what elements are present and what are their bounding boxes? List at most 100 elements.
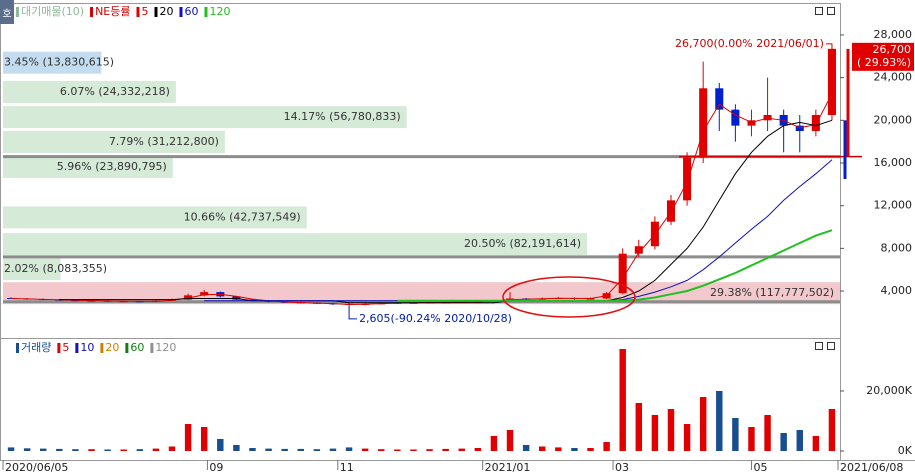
legend-swatch	[75, 343, 79, 353]
moving-average-line	[59, 119, 833, 304]
legend-swatch	[90, 7, 94, 17]
annotation-label: 26,700(0.00% 2021/06/01)	[675, 37, 824, 50]
volume-bar	[522, 445, 530, 451]
volume-bar	[732, 418, 739, 451]
volume-bar	[168, 446, 176, 451]
volume-profile-label: 20.50% (82,191,614)	[464, 237, 581, 250]
volume-profile-label: 7.79% (31,212,800)	[109, 135, 219, 148]
volume-bar	[506, 430, 514, 451]
y-tick-label: 8,000	[881, 241, 913, 254]
candle-body	[763, 114, 772, 121]
candle-body	[634, 246, 643, 254]
candle-body	[683, 157, 692, 201]
legend-label: 60	[130, 341, 144, 354]
volume-bar	[699, 397, 707, 451]
volume-bar	[7, 447, 15, 451]
volume-bar	[474, 448, 482, 451]
volume-bar	[410, 449, 417, 451]
candle-body	[827, 48, 836, 115]
volume-bar	[571, 448, 578, 451]
volume-bar	[587, 448, 594, 451]
highlight-ellipse	[502, 276, 636, 318]
volume-bar	[619, 349, 626, 451]
legend-swatch	[154, 7, 158, 17]
volume-profile-bar	[3, 258, 61, 281]
volume-bar	[828, 409, 836, 451]
candle-body	[618, 253, 627, 294]
volume-bar	[104, 449, 111, 451]
volume-bar	[136, 449, 144, 451]
legend-swatch	[125, 343, 129, 353]
volume-profile-label: 29.38% (117,777,502)	[710, 286, 834, 299]
legend-swatch	[100, 343, 104, 353]
volume-bar	[635, 403, 643, 451]
volume-profile-bar	[3, 206, 307, 229]
volume-bar	[667, 409, 675, 451]
volume-bar	[683, 424, 691, 451]
candle-body	[747, 120, 756, 126]
legend-swatch	[136, 7, 140, 17]
volume-profile-bar	[3, 106, 407, 129]
x-tick-label: 09	[209, 461, 223, 474]
volume-bar	[555, 447, 562, 451]
volume-bar	[297, 448, 304, 451]
volume-profile-bar	[3, 51, 102, 74]
annotation-arrow	[825, 43, 833, 49]
volume-bar	[345, 447, 353, 451]
y-tick-label: 12,000	[874, 199, 913, 212]
x-tick-label: 11	[340, 461, 354, 474]
pane-close-button[interactable]	[827, 7, 835, 15]
candle-body	[715, 88, 724, 110]
volume-profile-label: 3.45% (13,830,615)	[4, 56, 114, 69]
x-tick-label: 05	[753, 461, 767, 474]
volume-bar	[426, 449, 433, 451]
volume-bar	[265, 448, 272, 451]
volume-y-tick-label: 0K	[898, 444, 913, 457]
legend-label: 20	[159, 5, 173, 18]
volume-profile-label: 5.96% (23,890,795)	[57, 160, 167, 173]
annotation-arrow	[348, 305, 358, 320]
volume-bar	[23, 448, 31, 451]
volume-profile-label: 2.02% (8,083,355)	[4, 262, 107, 275]
volume-profile-bar	[3, 233, 588, 256]
toolbar-button[interactable]	[0, 0, 14, 24]
volume-bar	[748, 427, 755, 451]
candle-body	[184, 295, 193, 300]
candle-body	[248, 299, 257, 301]
candle-body	[119, 301, 128, 303]
volume-bar	[361, 448, 369, 451]
volume-y-tick-label: 20,000K	[866, 384, 912, 397]
volume-profile-bar	[3, 80, 176, 103]
volume-bar	[56, 448, 63, 451]
volume-bar	[88, 449, 95, 451]
pane-restore-button[interactable]	[815, 342, 823, 350]
volume-bar	[442, 448, 449, 451]
y-tick-label: 24,000	[874, 71, 913, 84]
volume-bar	[764, 415, 771, 451]
legend-swatch	[16, 343, 19, 353]
volume-bar	[152, 448, 160, 451]
x-tick-label: 03	[615, 461, 629, 474]
volume-profile-label: 10.66% (42,737,549)	[184, 210, 301, 223]
volume-bar	[796, 430, 803, 451]
toolbar-label: 호	[2, 8, 11, 20]
candle-body	[699, 88, 708, 158]
volume-bar	[812, 436, 820, 451]
volume-bar	[490, 436, 498, 451]
volume-bar	[40, 448, 47, 451]
candle-body	[586, 298, 595, 300]
volume-bar	[458, 448, 465, 451]
pane-restore-button[interactable]	[815, 7, 823, 15]
pane-close-button[interactable]	[827, 342, 835, 350]
y-tick-label: 28,000	[874, 28, 913, 41]
legend-label: 5	[141, 5, 148, 18]
volume-bar	[200, 427, 208, 451]
legend-swatch	[57, 343, 61, 353]
legend-label: 120	[155, 341, 176, 354]
volume-bar	[120, 449, 127, 451]
candle-body	[731, 109, 740, 126]
volume-bar	[603, 442, 610, 451]
legend-label: 거래량	[21, 341, 51, 354]
